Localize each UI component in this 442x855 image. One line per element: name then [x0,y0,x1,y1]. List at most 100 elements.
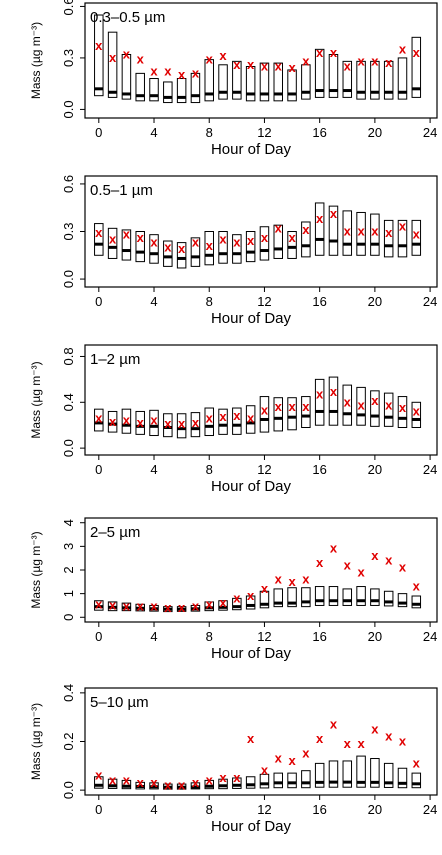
box-3-22 [397,396,408,428]
box-1-3 [135,72,145,102]
box-5-23 [411,772,422,789]
mean-marker-1-12: x [261,59,269,74]
mean-marker-5-5: x [164,777,172,792]
mean-marker-4-1: x [109,597,117,612]
mean-marker-3-12: x [261,402,269,417]
mean-marker-2-20: x [371,224,379,239]
mean-marker-2-7: x [192,235,200,250]
box-1-8 [204,59,214,102]
y-tick-label: 3 [61,543,76,550]
mean-marker-4-19: x [357,564,365,579]
x-tick-label: 16 [312,294,326,309]
mean-marker-4-11: x [247,588,255,603]
mean-marker-3-15: x [302,399,310,414]
box-5-9 [218,778,228,790]
mean-marker-2-14: x [288,230,296,245]
x-tick-label: 24 [423,125,437,140]
box-1-5 [163,81,173,104]
x-axis-label: Hour of Day [211,141,292,158]
mean-marker-4-10: x [233,590,241,605]
mean-marker-1-16: x [316,45,324,60]
box-5-8 [204,779,214,790]
y-tick-label: 0.3 [61,49,76,67]
box-4-11 [245,595,256,610]
box-2-3 [135,231,145,263]
x-tick-label: 16 [312,462,326,477]
box-4-15 [301,587,311,608]
mean-marker-3-18: x [344,394,352,409]
x-tick-label: 20 [368,462,382,477]
box-2-17 [328,205,339,256]
box-3-20 [370,390,380,427]
box-5-14 [287,772,297,789]
mean-marker-3-1: x [109,414,117,429]
mean-marker-1-17: x [330,45,338,60]
x-tick-label: 16 [312,125,326,140]
box-2-11 [245,231,256,263]
x-tick-label: 8 [206,125,213,140]
box-2-2 [121,229,132,261]
mean-marker-4-2: x [123,599,131,614]
x-tick-label: 24 [423,462,437,477]
x-tick-label: 16 [312,802,326,817]
y-axis-label: Mass (µg m⁻³) [29,703,43,780]
mean-marker-5-21: x [385,729,393,744]
mean-marker-1-5: x [164,64,172,79]
box-5-1 [107,778,118,789]
mean-marker-4-3: x [137,599,145,614]
box-2-6 [176,242,187,269]
y-axis-label: Mass (µg m⁻³) [29,22,43,99]
x-tick-label: 12 [257,125,271,140]
x-axis-label: Hour of Day [211,818,292,835]
y-tick-label: 2 [61,566,76,573]
size-range-label: 2–5 µm [90,524,140,541]
mean-marker-3-0: x [95,410,103,425]
box-5-2 [121,779,132,790]
box-2-9 [218,231,228,264]
box-5-22 [397,767,408,789]
mean-marker-3-17: x [330,384,338,399]
size-range-label: 5–10 µm [90,694,149,711]
x-tick-label: 24 [423,629,437,644]
mean-marker-5-15: x [302,746,310,761]
mean-marker-4-20: x [371,548,379,563]
mean-marker-3-10: x [233,408,241,423]
mean-marker-3-16: x [316,386,324,401]
box-4-10 [232,597,242,611]
y-tick-label: 4 [61,519,76,526]
x-tick-label: 4 [150,462,157,477]
box-2-13 [273,224,284,259]
mean-marker-1-6: x [178,67,186,82]
box-4-23 [411,595,422,609]
box-1-20 [370,60,380,100]
y-tick-label: 0 [61,614,76,621]
mean-marker-3-20: x [371,393,379,408]
box-3-11 [245,405,256,434]
box-5-13 [273,772,284,789]
mean-marker-1-10: x [233,57,241,72]
box-1-1 [107,31,118,98]
box-3-15 [301,396,311,428]
mean-marker-5-13: x [275,751,283,766]
mean-marker-2-16: x [316,211,324,226]
y-axis-label: Mass (µg m⁻³) [29,361,43,438]
mean-marker-2-0: x [95,225,103,240]
mean-marker-3-7: x [192,415,200,430]
mean-marker-2-8: x [206,238,214,253]
box-1-2 [121,53,132,100]
mean-marker-5-22: x [399,734,407,749]
mean-marker-3-11: x [247,410,255,425]
box-4-18 [342,588,353,606]
box-3-17 [328,376,339,426]
x-axis-label: Hour of Day [211,478,292,495]
mean-marker-1-20: x [371,53,379,68]
mean-marker-2-4: x [150,235,158,250]
box-1-18 [342,60,353,98]
mean-marker-4-17: x [330,541,338,556]
box-3-16 [314,378,325,426]
mean-marker-4-0: x [95,596,103,611]
plot-frame-1 [84,2,438,119]
box-4-22 [397,593,408,608]
box-2-0 [94,223,104,256]
